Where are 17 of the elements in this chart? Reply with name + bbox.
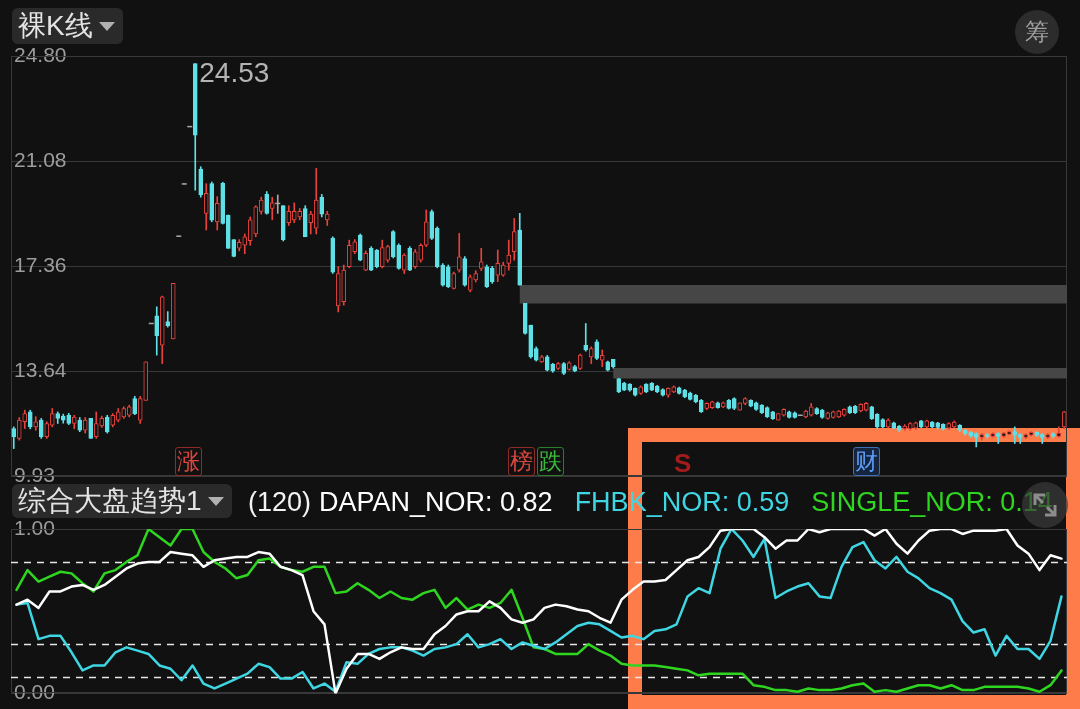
- legend-title: (120): [248, 486, 312, 518]
- annotation: 涨: [175, 447, 202, 476]
- y-tick-label: 17.36: [14, 252, 67, 276]
- candlestick: [1012, 426, 1018, 444]
- annotation: 榜: [508, 447, 535, 476]
- text: DAPAN_NOR: 0.82: [319, 486, 553, 518]
- annotation: S: [674, 448, 692, 478]
- y-tick-label: 21.08: [14, 147, 67, 171]
- annotation: 跌: [537, 447, 564, 476]
- chart-title: 裸K线: [18, 10, 93, 42]
- y-tick-label: 13.64: [14, 358, 67, 382]
- annotation: 24.53: [199, 57, 270, 89]
- annotation: 财: [853, 447, 880, 476]
- text: 筹: [1025, 18, 1049, 45]
- chart-title: 综合大盘趋势1: [18, 485, 202, 517]
- candlestick: [583, 323, 589, 352]
- text: SINGLE_NOR: 0.14: [811, 486, 1053, 518]
